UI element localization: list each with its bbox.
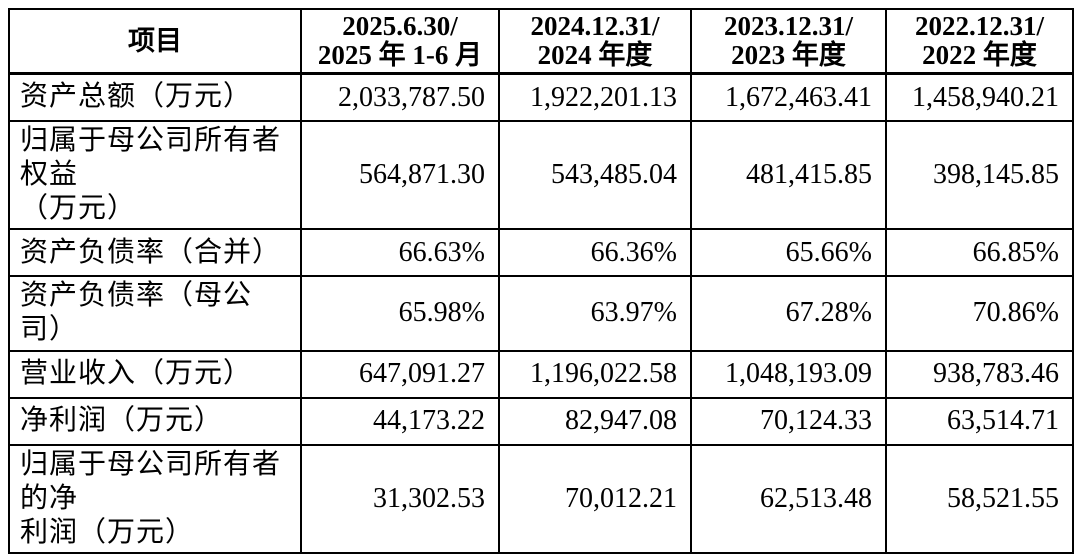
value-cell: 564,871.30	[300, 119, 500, 231]
value-cell: 1,672,463.41	[690, 72, 887, 122]
value-cell: 82,947.08	[498, 396, 692, 446]
value-cell: 1,922,201.13	[498, 72, 692, 122]
value-cell: 58,521.55	[885, 443, 1074, 554]
column-header-2023: 2023.12.31/ 2023 年度	[690, 8, 887, 76]
value-cell: 66.63%	[300, 228, 500, 278]
column-header-2024: 2024.12.31/ 2024 年度	[498, 8, 692, 76]
column-header-2025h1: 2025.6.30/ 2025 年 1-6 月	[300, 8, 500, 76]
value-cell: 67.28%	[690, 275, 887, 352]
value-cell: 543,485.04	[498, 119, 692, 231]
row-label: 归属于母公司所有者的净 利润（万元）	[8, 443, 302, 554]
value-cell: 1,196,022.58	[498, 349, 692, 399]
financial-summary-table: 项目 2025.6.30/ 2025 年 1-6 月 2024.12.31/ 2…	[8, 8, 1074, 554]
table-row-operating-revenue: 营业收入（万元） 647,091.27 1,196,022.58 1,048,1…	[8, 349, 1074, 399]
row-label: 资产负债率（合并）	[8, 228, 302, 278]
value-cell: 1,048,193.09	[690, 349, 887, 399]
value-cell: 66.36%	[498, 228, 692, 278]
value-cell: 44,173.22	[300, 396, 500, 446]
row-label: 净利润（万元）	[8, 396, 302, 446]
row-label: 归属于母公司所有者权益 （万元）	[8, 119, 302, 231]
table-row-debt-ratio-consolidated: 资产负债率（合并） 66.63% 66.36% 65.66% 66.85%	[8, 228, 1074, 278]
value-cell: 70.86%	[885, 275, 1074, 352]
value-cell: 2,033,787.50	[300, 72, 500, 122]
value-cell: 70,124.33	[690, 396, 887, 446]
value-cell: 398,145.85	[885, 119, 1074, 231]
column-header-2022: 2022.12.31/ 2022 年度	[885, 8, 1074, 76]
row-label: 资产总额（万元）	[8, 72, 302, 122]
value-cell: 65.98%	[300, 275, 500, 352]
value-cell: 63,514.71	[885, 396, 1074, 446]
row-label: 资产负债率（母公司）	[8, 275, 302, 352]
table-row-parent-net-profit: 归属于母公司所有者的净 利润（万元） 31,302.53 70,012.21 6…	[8, 443, 1074, 554]
value-cell: 66.85%	[885, 228, 1074, 278]
value-cell: 65.66%	[690, 228, 887, 278]
value-cell: 63.97%	[498, 275, 692, 352]
column-header-item: 项目	[8, 8, 302, 76]
table-row-total-assets: 资产总额（万元） 2,033,787.50 1,922,201.13 1,672…	[8, 72, 1074, 122]
value-cell: 62,513.48	[690, 443, 887, 554]
table-row-debt-ratio-parent: 资产负债率（母公司） 65.98% 63.97% 67.28% 70.86%	[8, 275, 1074, 352]
table-row-net-profit: 净利润（万元） 44,173.22 82,947.08 70,124.33 63…	[8, 396, 1074, 446]
value-cell: 31,302.53	[300, 443, 500, 554]
header-row: 项目 2025.6.30/ 2025 年 1-6 月 2024.12.31/ 2…	[8, 8, 1074, 76]
document-page: 项目 2025.6.30/ 2025 年 1-6 月 2024.12.31/ 2…	[8, 8, 1074, 554]
table-row-parent-equity: 归属于母公司所有者权益 （万元） 564,871.30 543,485.04 4…	[8, 119, 1074, 231]
value-cell: 1,458,940.21	[885, 72, 1074, 122]
value-cell: 938,783.46	[885, 349, 1074, 399]
row-label: 营业收入（万元）	[8, 349, 302, 399]
value-cell: 70,012.21	[498, 443, 692, 554]
value-cell: 647,091.27	[300, 349, 500, 399]
value-cell: 481,415.85	[690, 119, 887, 231]
